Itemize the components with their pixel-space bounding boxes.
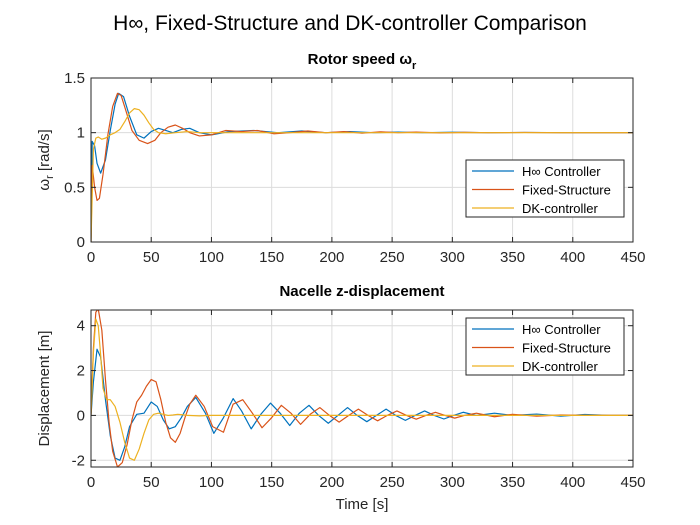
- subplot-title: Rotor speed ωr: [308, 51, 417, 72]
- subplot-2: 0 50 100 150 200 250 300 350 400 450-2024Nacelle …: [36, 283, 646, 513]
- subplots: 0 50 100 150 200 250 300 350 400 45000.511.5Rotor…: [36, 51, 646, 513]
- x-tick-label: 400: [560, 249, 585, 266]
- x-tick-label: 450: [620, 249, 645, 266]
- y-axis-label: ωr [rad/s]: [36, 129, 56, 190]
- axes-box: [90, 309, 634, 468]
- x-tick-label: 450: [620, 474, 645, 491]
- x-tick-label: 200: [319, 249, 344, 266]
- y-axis-label-subscript: r: [44, 175, 56, 179]
- y-axis-label: Displacement [m]: [36, 331, 53, 447]
- subplot-title-subscript: r: [412, 60, 417, 72]
- legend-label-2: Fixed-Structure: [522, 341, 611, 356]
- x-tick-label: 300: [440, 474, 465, 491]
- x-tick-label: 50: [143, 474, 160, 491]
- y-tick-label: 2: [77, 363, 85, 380]
- subplot-title: Nacelle z-displacement: [279, 283, 444, 300]
- x-tick-label: 200: [319, 474, 344, 491]
- y-tick-label: 1.5: [64, 70, 85, 87]
- y-tick-label: 4: [77, 318, 85, 335]
- x-tick-label: 350: [500, 249, 525, 266]
- subplot-1: 0 50 100 150 200 250 300 350 400 450 0 0.5 1 1.5 Rotor…: [36, 51, 646, 266]
- y-tick-label: 0: [77, 407, 85, 424]
- legend-label-3: DK-controller: [522, 201, 599, 216]
- x-tick-label: 150: [259, 249, 284, 266]
- legend: H∞ Controller Fixed-Structure DK-controlle…: [465, 159, 625, 218]
- legend: H∞ Controller Fixed-Structure DK-controlle…: [465, 317, 625, 376]
- x-tick-label: 250: [380, 249, 405, 266]
- x-tick-label: 150: [259, 474, 284, 491]
- x-tick-label: 50: [143, 249, 160, 266]
- series-line-3: [91, 318, 633, 461]
- x-tick-label: 350: [500, 474, 525, 491]
- legend-label-1: H∞ Controller: [522, 164, 601, 179]
- series-line-3: [91, 108, 633, 242]
- legend-label-2: Fixed-Structure: [522, 183, 611, 198]
- x-tick-label: 100: [199, 249, 224, 266]
- y-tick-label: 1: [77, 125, 85, 142]
- x-tick-label: 250: [380, 474, 405, 491]
- plot-lines: [91, 92, 633, 242]
- y-tick-label: -2: [72, 452, 85, 469]
- legend-label-1: H∞ Controller: [522, 322, 601, 337]
- legend-label-3: DK-controller: [522, 359, 599, 374]
- y-tick-label: 0: [77, 234, 85, 251]
- x-tick-label: 300: [440, 249, 465, 266]
- x-tick-label: 100: [199, 474, 224, 491]
- x-tick-label: 400: [560, 474, 585, 491]
- axes-box: [90, 77, 634, 243]
- x-tick-label: 0: [87, 474, 95, 491]
- x-axis-label: Time [s]: [336, 496, 389, 513]
- y-tick-label: 0.5: [64, 179, 85, 196]
- x-tick-label: 0: [87, 249, 95, 266]
- figure-title: H∞, Fixed-Structure and DK-controller Co…: [113, 12, 587, 35]
- plot-lines: [91, 310, 633, 467]
- y-axis-label-unit: [rad/s]: [36, 129, 53, 175]
